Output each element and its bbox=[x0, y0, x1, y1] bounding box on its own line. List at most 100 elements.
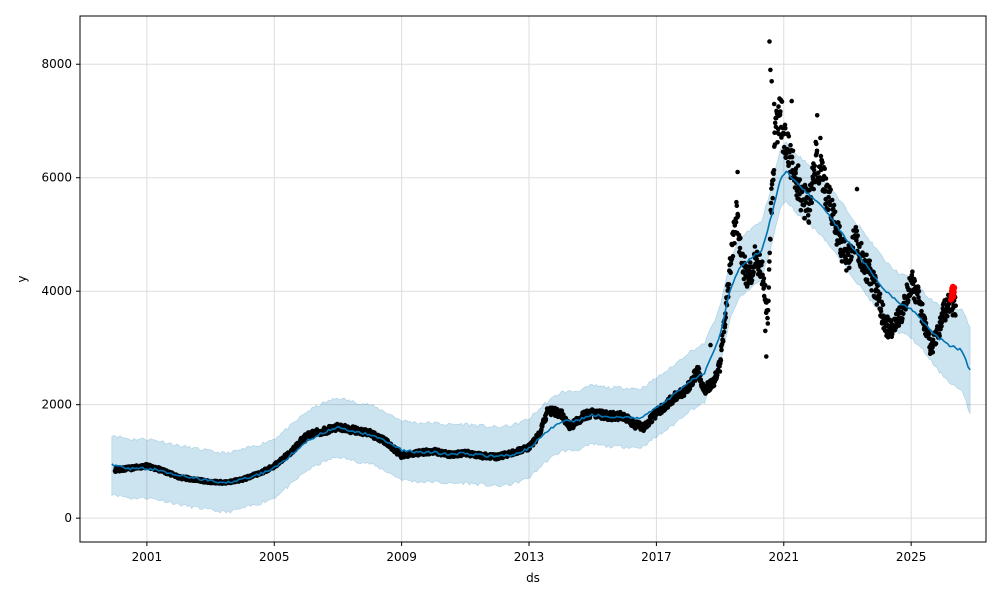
observed-point bbox=[769, 79, 774, 84]
observed-point bbox=[905, 298, 911, 303]
observed-point bbox=[795, 163, 801, 168]
y-tick-label: 2000 bbox=[41, 398, 72, 412]
observed-point bbox=[735, 213, 741, 218]
observed-point bbox=[734, 203, 740, 208]
y-tick-label: 6000 bbox=[41, 171, 72, 185]
observed-point bbox=[832, 209, 838, 215]
observed-point bbox=[783, 155, 789, 160]
observed-point bbox=[765, 321, 771, 326]
observed-point bbox=[766, 267, 772, 272]
observed-point bbox=[798, 207, 804, 213]
observed-point bbox=[715, 372, 720, 378]
observed-point bbox=[814, 148, 820, 154]
observed-point bbox=[761, 276, 767, 281]
observed-point bbox=[818, 153, 824, 159]
observed-point bbox=[752, 244, 758, 249]
observed-point bbox=[849, 254, 854, 260]
observed-point bbox=[919, 308, 924, 314]
observed-point bbox=[878, 309, 884, 314]
observed-point bbox=[855, 233, 860, 238]
x-tick-label: 2025 bbox=[896, 550, 927, 564]
recent-points bbox=[948, 283, 958, 303]
observed-point bbox=[718, 358, 724, 363]
observed-point bbox=[722, 322, 728, 328]
x-axis-ticks: 2001 2005 2009 2013 2017 2021 2025 bbox=[132, 542, 927, 564]
observed-point bbox=[903, 307, 908, 312]
observed-point bbox=[811, 186, 816, 192]
observed-point bbox=[805, 213, 811, 218]
observed-point bbox=[765, 307, 771, 313]
forecast-line bbox=[111, 170, 971, 485]
observed-point bbox=[737, 245, 743, 251]
observed-point bbox=[854, 186, 860, 192]
observed-point bbox=[915, 285, 921, 290]
observed-point bbox=[767, 39, 772, 44]
observed-point bbox=[768, 200, 774, 206]
observed-point bbox=[793, 170, 798, 176]
observed-point bbox=[822, 166, 827, 171]
observed-point bbox=[770, 195, 775, 201]
observed-point bbox=[543, 416, 549, 422]
observed-point bbox=[853, 225, 859, 230]
observed-point bbox=[828, 187, 833, 192]
observed-point bbox=[880, 302, 886, 308]
observed-point bbox=[768, 67, 773, 73]
observed-point bbox=[831, 202, 837, 208]
observed-point bbox=[829, 197, 835, 203]
observed-point bbox=[776, 104, 781, 109]
observed-point bbox=[674, 397, 679, 402]
observed-point bbox=[912, 278, 917, 284]
observed-point bbox=[734, 199, 739, 205]
observed-point bbox=[816, 170, 821, 176]
observed-point bbox=[811, 167, 817, 173]
observed-point bbox=[748, 260, 753, 265]
observed-point bbox=[788, 142, 793, 148]
observed-point bbox=[786, 134, 792, 139]
observed-point bbox=[859, 240, 864, 246]
observed-point bbox=[953, 313, 958, 318]
observed-point bbox=[916, 289, 922, 294]
observed-point bbox=[749, 278, 755, 283]
observed-point bbox=[890, 331, 895, 337]
uncertainty-band-area bbox=[111, 141, 971, 514]
y-axis-label: y bbox=[15, 275, 29, 282]
x-tick-label: 2005 bbox=[259, 550, 290, 564]
observed-point bbox=[776, 131, 782, 137]
observed-point bbox=[728, 261, 734, 267]
x-tick-label: 2017 bbox=[641, 550, 672, 564]
observed-point bbox=[877, 291, 883, 297]
observed-point bbox=[767, 250, 772, 256]
observed-point bbox=[804, 194, 810, 200]
observed-point bbox=[762, 282, 768, 288]
observed-point bbox=[896, 323, 902, 328]
y-tick-label: 4000 bbox=[41, 284, 72, 298]
observed-point bbox=[730, 253, 736, 259]
observed-point bbox=[945, 313, 950, 319]
observed-point bbox=[735, 169, 740, 175]
observed-point bbox=[733, 219, 739, 225]
observed-point bbox=[817, 164, 823, 169]
observed-point bbox=[802, 216, 807, 221]
x-axis-label: ds bbox=[526, 571, 540, 585]
observed-point bbox=[740, 269, 746, 274]
observed-point bbox=[766, 285, 772, 290]
observed-point bbox=[772, 120, 778, 126]
observed-point bbox=[711, 383, 717, 389]
observed-point bbox=[778, 109, 783, 114]
observed-point bbox=[823, 176, 829, 181]
observed-point bbox=[869, 288, 874, 293]
observed-point bbox=[812, 163, 817, 169]
observed-point bbox=[765, 315, 770, 321]
recent-point bbox=[950, 293, 957, 300]
observed-point bbox=[820, 160, 825, 165]
observed-point bbox=[782, 122, 788, 128]
observed-point bbox=[797, 177, 803, 182]
observed-point bbox=[953, 303, 958, 309]
observed-point bbox=[818, 135, 823, 141]
plot-frame bbox=[79, 15, 987, 543]
observed-point bbox=[790, 148, 796, 154]
observed-point bbox=[742, 254, 748, 259]
y-axis-ticks: 0 2000 4000 6000 8000 bbox=[41, 57, 80, 525]
